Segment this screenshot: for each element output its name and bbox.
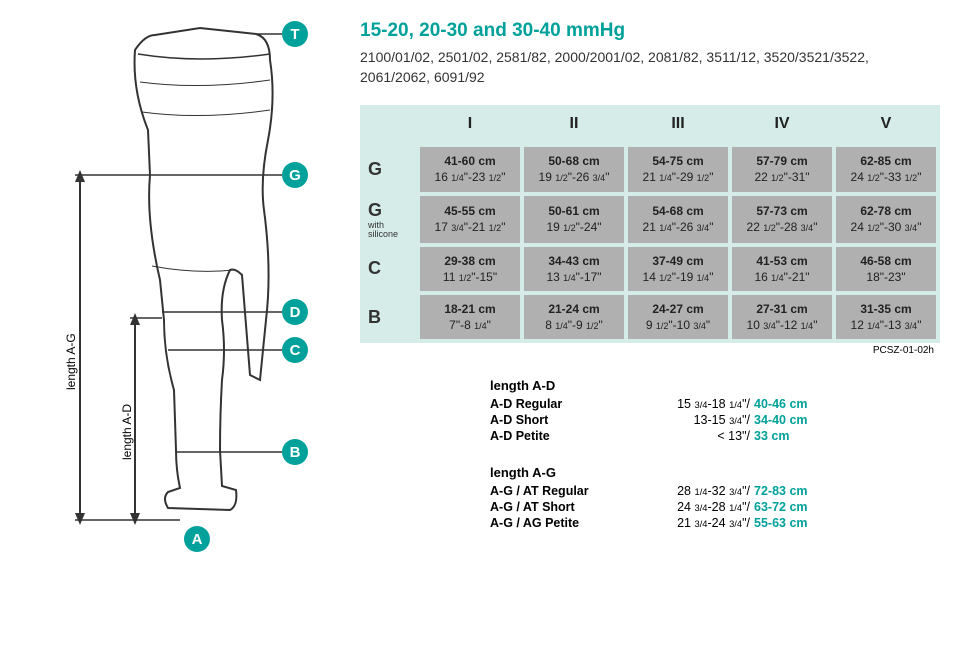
size-cell: 50-68 cm19 1/2"-26 3/4": [522, 145, 626, 193]
table-row: C29-38 cm11 1/2"-15"34-43 cm13 1/4"-17"3…: [360, 245, 938, 293]
marker-b: B: [282, 439, 308, 465]
product-codes: 2100/01/02, 2501/02, 2581/82, 2000/2001/…: [360, 48, 940, 87]
size-cell: 31-35 cm12 1/4"-13 3/4": [834, 293, 938, 341]
length-ag-heading: length A-G: [490, 465, 940, 480]
length-ad-heading: length A-D: [490, 378, 940, 393]
size-cell: 41-53 cm16 1/4"-21": [730, 245, 834, 293]
length-row: A-D Petite< 13"/ 33 cm: [490, 429, 940, 443]
marker-a: A: [184, 526, 210, 552]
marker-c: C: [282, 337, 308, 363]
page-title: 15-20, 20-30 and 30-40 mmHg: [360, 20, 940, 42]
leg-diagram: T G D C B A length A-G length A-D: [20, 20, 340, 575]
size-cell: 57-79 cm22 1/2"-31": [730, 145, 834, 193]
table-code: PCSZ-01-02h: [360, 343, 940, 356]
table-row: B18-21 cm7"-8 1/4"21-24 cm8 1/4"-9 1/2"2…: [360, 293, 938, 341]
size-cell: 37-49 cm14 1/2"-19 1/4": [626, 245, 730, 293]
size-cell: 24-27 cm9 1/2"-10 3/4": [626, 293, 730, 341]
size-cell: 54-75 cm21 1/4"-29 1/2": [626, 145, 730, 193]
size-cell: 34-43 cm13 1/4"-17": [522, 245, 626, 293]
row-head: B: [360, 293, 418, 341]
sizing-table: I II III IV V G41-60 cm16 1/4"-23 1/2"50…: [360, 105, 940, 343]
size-cell: 29-38 cm11 1/2"-15": [418, 245, 522, 293]
size-cell: 54-68 cm21 1/4"-26 3/4": [626, 194, 730, 245]
col-1: I: [418, 105, 522, 145]
size-cell: 27-31 cm10 3/4"-12 1/4": [730, 293, 834, 341]
leg-outline: [20, 20, 340, 570]
row-head: C: [360, 245, 418, 293]
row-head: Gwith silicone: [360, 194, 418, 245]
label-length-ag: length A-G: [64, 333, 78, 390]
length-row: A-G / AT Short24 3/4-28 1/4"/ 63-72 cm: [490, 500, 940, 514]
size-cell: 18-21 cm7"-8 1/4": [418, 293, 522, 341]
length-row: A-G / AT Regular28 1/4-32 3/4"/ 72-83 cm: [490, 484, 940, 498]
size-cell: 57-73 cm22 1/2"-28 3/4": [730, 194, 834, 245]
size-cell: 46-58 cm18"-23": [834, 245, 938, 293]
length-row: A-G / AG Petite21 3/4-24 3/4"/ 55-63 cm: [490, 516, 940, 530]
length-ag-section: length A-G A-G / AT Regular28 1/4-32 3/4…: [490, 465, 940, 530]
length-ad-section: length A-D A-D Regular15 3/4-18 1/4"/ 40…: [490, 378, 940, 443]
col-2: II: [522, 105, 626, 145]
size-cell: 62-78 cm24 1/2"-30 3/4": [834, 194, 938, 245]
label-length-ad: length A-D: [120, 404, 134, 460]
marker-g: G: [282, 162, 308, 188]
col-4: IV: [730, 105, 834, 145]
size-cell: 21-24 cm8 1/4"-9 1/2": [522, 293, 626, 341]
marker-d: D: [282, 299, 308, 325]
size-cell: 50-61 cm19 1/2"-24": [522, 194, 626, 245]
marker-t: T: [282, 21, 308, 47]
row-head: G: [360, 145, 418, 193]
size-cell: 45-55 cm17 3/4"-21 1/2": [418, 194, 522, 245]
size-cell: 41-60 cm16 1/4"-23 1/2": [418, 145, 522, 193]
size-cell: 62-85 cm24 1/2"-33 1/2": [834, 145, 938, 193]
table-row: Gwith silicone45-55 cm17 3/4"-21 1/2"50-…: [360, 194, 938, 245]
length-row: A-D Short13-15 3/4"/ 34-40 cm: [490, 413, 940, 427]
table-row: G41-60 cm16 1/4"-23 1/2"50-68 cm19 1/2"-…: [360, 145, 938, 193]
col-5: V: [834, 105, 938, 145]
col-3: III: [626, 105, 730, 145]
length-row: A-D Regular15 3/4-18 1/4"/ 40-46 cm: [490, 397, 940, 411]
